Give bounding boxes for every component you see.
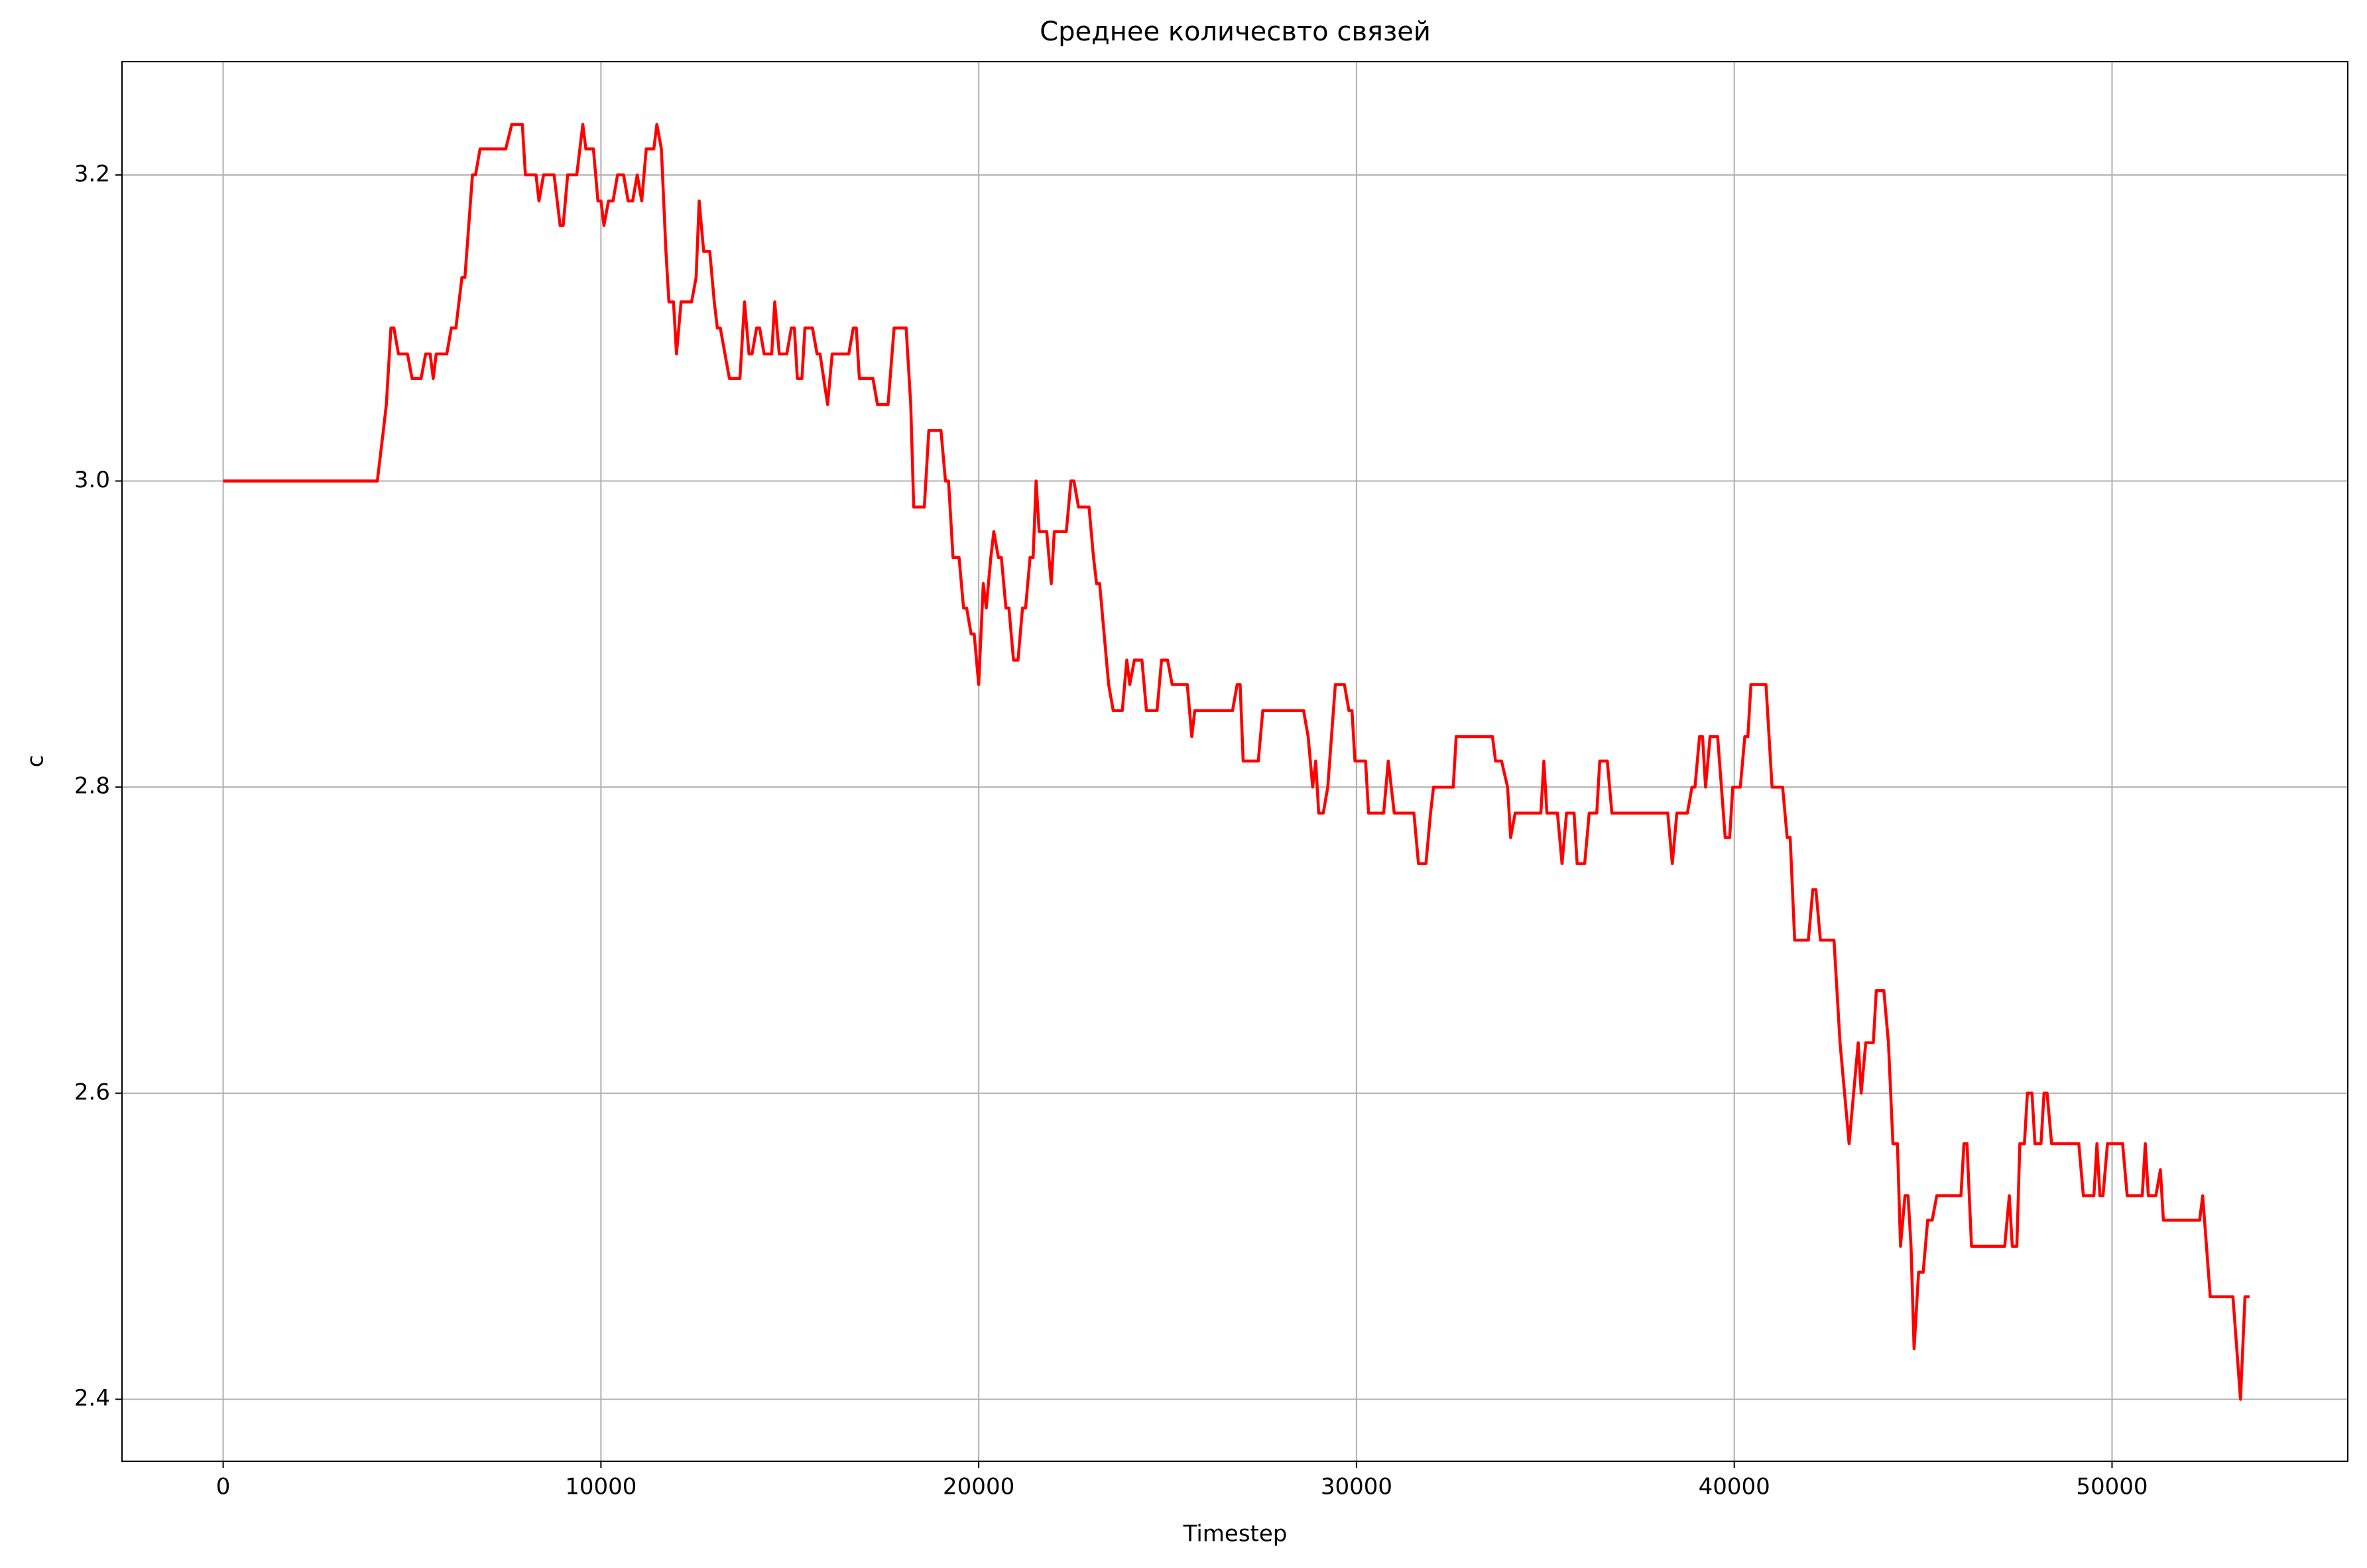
x-tick-label: 0 <box>216 1474 231 1500</box>
plot-frame <box>121 61 2348 1462</box>
data-line <box>223 123 2250 1401</box>
y-axis-label: c <box>23 755 49 768</box>
x-tick-label: 50000 <box>2076 1474 2148 1500</box>
x-tick-label: 20000 <box>943 1474 1014 1500</box>
x-tick-label: 40000 <box>1699 1474 1770 1500</box>
y-tick-label: 3.2 <box>74 160 110 187</box>
y-tick-label: 2.8 <box>74 773 110 800</box>
x-tick-label: 30000 <box>1321 1474 1392 1500</box>
y-tick-label: 2.4 <box>74 1385 110 1412</box>
x-tick-label: 10000 <box>565 1474 637 1500</box>
y-tick-label: 3.0 <box>74 467 110 493</box>
y-tick-label: 2.6 <box>74 1079 110 1105</box>
chart-title: Среднее количесвто связей <box>1040 17 1431 47</box>
x-axis-label: Timestep <box>1183 1521 1288 1547</box>
